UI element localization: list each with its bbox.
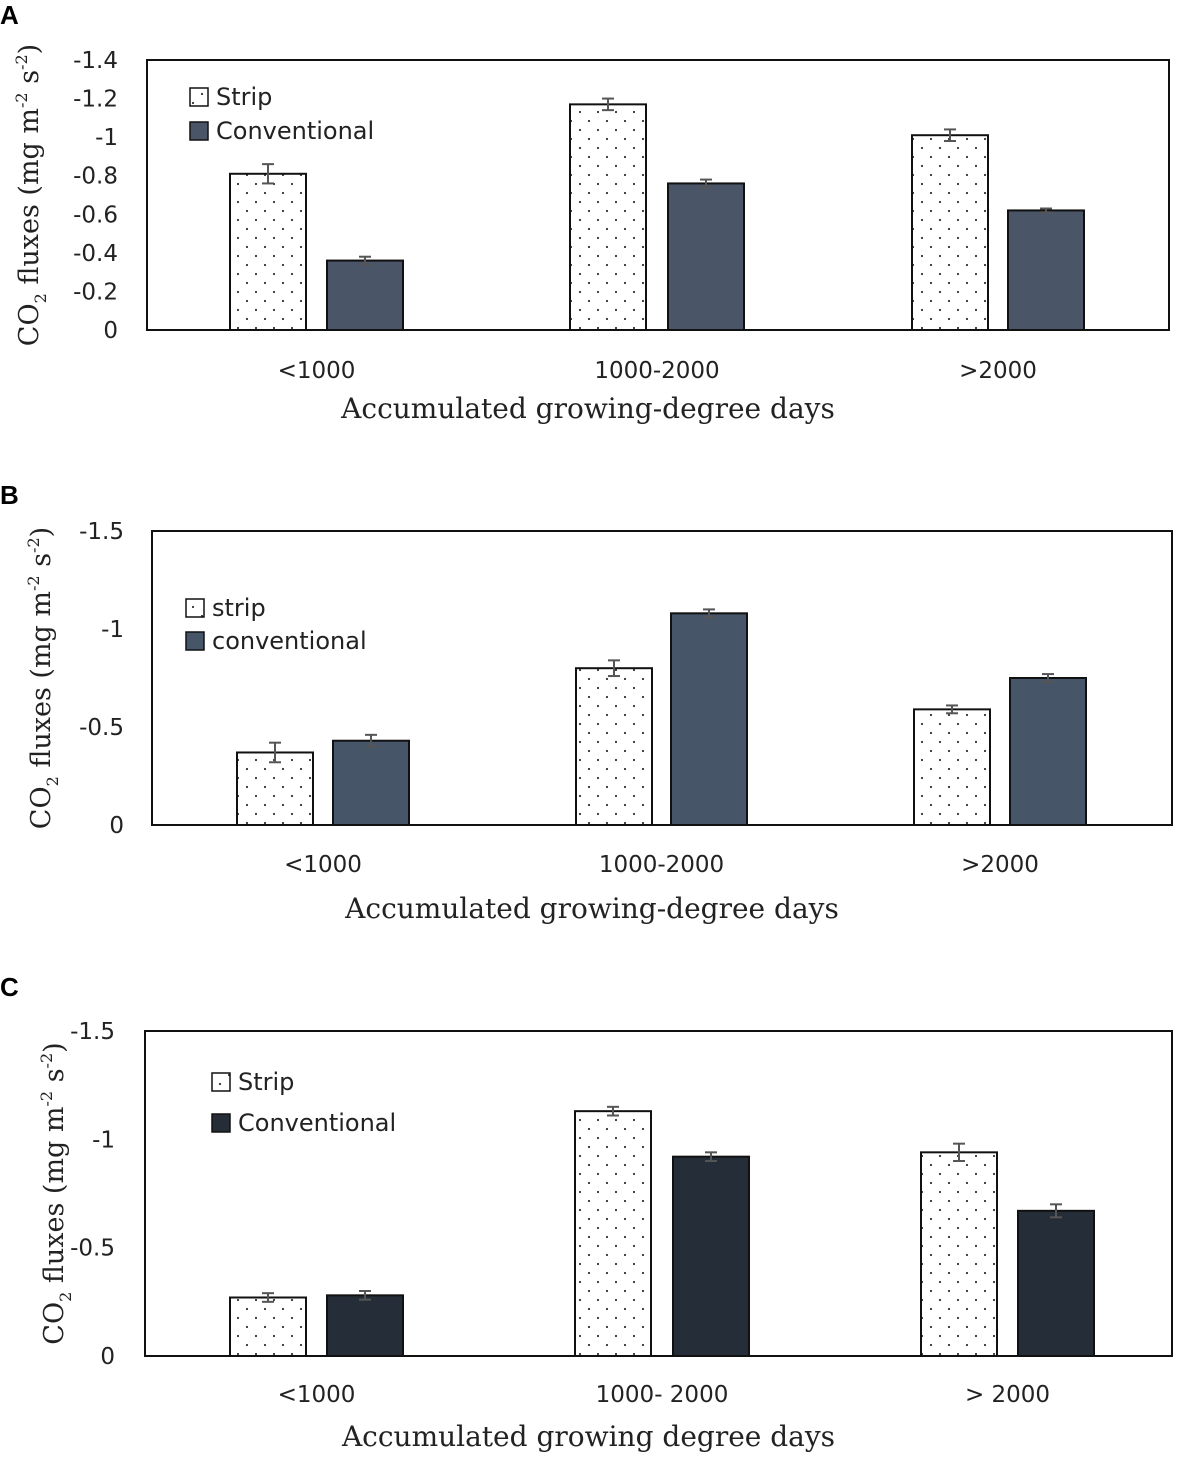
legend-swatch-conventional [189,121,209,141]
ylabel-part: ) [14,44,45,55]
x-category-label: <1000 [284,852,362,878]
ylabel-part: fluxes (mg m [26,591,57,776]
bar-conventional-1 [667,182,745,331]
x-category-label: 1000-2000 [599,852,724,878]
ylabel-part: ) [26,527,57,538]
y-tick-label: -0.5 [70,1236,115,1262]
x-category-label: <1000 [278,1382,356,1408]
plot-frame [144,1030,1173,1357]
y-tick-label: -1.5 [79,519,124,545]
bar-conventional-2 [1017,1209,1095,1358]
y-tick-label: -1.5 [70,1019,115,1045]
legend-swatch-strip [211,1072,231,1092]
legend-label-conventional: Conventional [216,117,374,145]
y-tick-label: 0 [109,813,124,839]
ylabel-sup: -2 [24,537,43,553]
x-axis-label: Accumulated growing-degree days [344,892,839,925]
ylabel-part: CO [39,1302,70,1345]
y-tick-label: -1 [92,1127,115,1153]
x-axis-label: Accumulated growing-degree days [340,392,835,425]
y-tick-label: -0.5 [79,715,124,741]
bar-conventional-1 [670,612,748,826]
panel-letter: B [0,480,19,510]
panel-letter: C [0,972,19,1002]
y-axis-label: CO2 fluxes (mg m-2 s-2) [12,44,50,346]
ylabel-sup: -2 [12,54,31,70]
bar-conventional-0 [326,1294,404,1358]
legend-swatch-conventional [185,631,205,651]
x-category-label: 1000-2000 [594,358,719,384]
y-tick-label: -0.4 [73,241,118,267]
y-tick-label: -1.2 [73,87,118,113]
bar-conventional-1 [672,1155,750,1357]
y-axis-label: CO2 fluxes (mg m-2 s-2) [24,527,62,829]
legend-swatch-strip [185,598,205,618]
legend-label-conventional: Conventional [238,1109,396,1137]
chart-panel-c: C -1.5 -1 -0.5 0 <1000 1000- 2000 > 2000 Accumul… [0,972,1173,1453]
y-tick-label: -1 [95,125,118,151]
ylabel-part: CO [26,786,57,829]
x-category-label: >2000 [961,852,1039,878]
bar-strip-1 [575,667,653,827]
plot-frame [151,530,1173,826]
x-axis-label: Accumulated growing degree days [341,1420,835,1453]
legend-label-strip: strip [212,594,266,622]
y-tick-label: -1 [101,617,124,643]
legend-label-strip: Strip [238,1068,294,1096]
ylabel-sup: -2 [37,1053,56,1069]
legend-swatch-strip [189,87,209,107]
ylabel-part: ) [39,1042,70,1053]
y-axis-label: CO2 fluxes (mg m-2 s-2) [37,1042,75,1344]
bar-strip-0 [229,1296,307,1357]
bar-conventional-2 [1007,209,1085,331]
x-category-label: 1000- 2000 [596,1382,729,1408]
legend-label-strip: Strip [216,83,272,111]
x-category-label: >2000 [959,358,1037,384]
bar-conventional-0 [326,259,404,332]
panel-letter: A [0,0,19,30]
ylabel-sup: -2 [12,92,31,108]
y-tick-label: -1.4 [73,48,118,74]
ylabel-part: CO [14,303,45,346]
bar-strip-0 [236,751,314,826]
ylabel-part: fluxes (mg m [14,108,45,293]
ylabel-part: s [39,1068,70,1090]
bar-strip-1 [574,1110,652,1357]
ylabel-sup: -2 [37,1091,56,1107]
y-tick-label: 0 [103,318,118,344]
bar-conventional-2 [1009,677,1087,826]
bar-strip-2 [920,1151,998,1358]
ylabel-sub: 2 [31,293,50,303]
ylabel-sup: -2 [24,575,43,591]
legend-swatch-conventional [211,1113,231,1133]
ylabel-part: s [14,70,45,92]
bar-strip-2 [911,134,989,331]
bar-conventional-0 [332,739,410,826]
y-tick-label: -0.8 [73,164,118,190]
y-tick-label: 0 [100,1344,115,1370]
ylabel-sub: 2 [56,1292,75,1302]
ylabel-part: fluxes (mg m [39,1106,70,1291]
x-category-label: <1000 [278,358,356,384]
legend-label-conventional: conventional [212,627,367,655]
bar-strip-1 [569,103,647,331]
ylabel-sub: 2 [43,776,62,786]
y-tick-label: -0.6 [73,202,118,228]
bar-strip-2 [913,708,991,826]
plot-frame [146,59,1170,331]
chart-panel-b: B -1.5 -1 -0.5 0 <1000 1000-2000 >2000 Accumulat… [0,480,1173,925]
chart-panel-a: A -1.4 -1.2 -1 -0.8 -0.6 -0.4 -0.2 0 <1000 1000-20… [0,0,1170,425]
x-category-label: > 2000 [965,1382,1050,1408]
y-tick-label: -0.2 [73,279,118,305]
ylabel-part: s [26,553,57,575]
bar-strip-0 [229,172,307,331]
